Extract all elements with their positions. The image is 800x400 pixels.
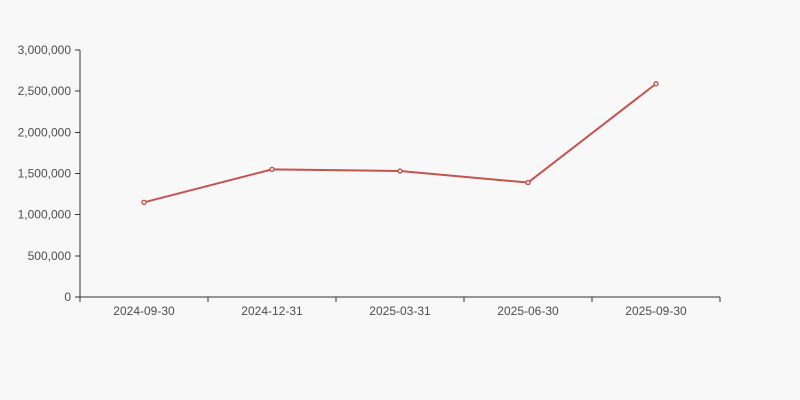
- data-point[interactable]: [653, 81, 659, 87]
- data-point[interactable]: [269, 166, 275, 173]
- y-axis-label: 2,500,000: [18, 84, 72, 98]
- y-axis-label: 1,500,000: [18, 167, 72, 181]
- series-line: [143, 82, 657, 204]
- y-axis-label: 2,000,000: [18, 125, 72, 139]
- x-axis-label: 2024-12-31: [241, 304, 303, 318]
- data-point[interactable]: [397, 168, 403, 174]
- x-axis-label: 2024-09-30: [113, 304, 175, 318]
- y-axis-label: 1,000,000: [18, 208, 72, 222]
- data-point[interactable]: [525, 179, 531, 186]
- y-axis-label: 0: [64, 290, 71, 304]
- x-axis-label: 2025-06-30: [497, 304, 559, 318]
- y-axis-label: 3,000,000: [18, 43, 72, 57]
- data-point[interactable]: [141, 199, 147, 206]
- x-axis-label: 2025-09-30: [625, 304, 687, 318]
- y-axis-label: 500,000: [28, 249, 72, 263]
- x-axis-label: 2025-03-31: [369, 304, 431, 318]
